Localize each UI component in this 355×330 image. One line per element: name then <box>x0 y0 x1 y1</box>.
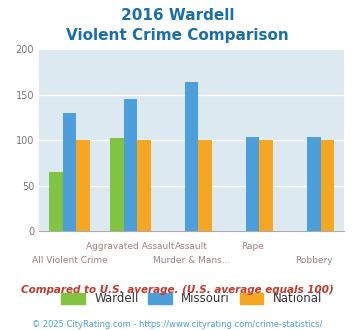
Bar <box>49 172 63 231</box>
Text: Aggravated Assault: Aggravated Assault <box>86 242 175 251</box>
Text: Murder & Mans...: Murder & Mans... <box>153 256 230 265</box>
Bar <box>110 138 124 231</box>
Text: All Violent Crime: All Violent Crime <box>32 256 108 265</box>
Legend: Wardell, Missouri, National: Wardell, Missouri, National <box>57 288 327 310</box>
Bar <box>321 140 334 231</box>
Text: Assault: Assault <box>175 242 208 251</box>
Bar <box>260 140 273 231</box>
Text: Rape: Rape <box>241 242 264 251</box>
Bar <box>307 137 321 231</box>
Bar <box>63 113 76 231</box>
Text: Robbery: Robbery <box>295 256 333 265</box>
Text: © 2025 CityRating.com - https://www.cityrating.com/crime-statistics/: © 2025 CityRating.com - https://www.city… <box>32 320 323 329</box>
Bar <box>185 82 198 231</box>
Bar <box>198 140 212 231</box>
Bar <box>124 98 137 231</box>
Text: 2016 Wardell: 2016 Wardell <box>121 8 234 23</box>
Bar <box>246 137 260 231</box>
Bar <box>137 140 151 231</box>
Bar <box>76 140 90 231</box>
Text: Violent Crime Comparison: Violent Crime Comparison <box>66 28 289 43</box>
Text: Compared to U.S. average. (U.S. average equals 100): Compared to U.S. average. (U.S. average … <box>21 285 334 295</box>
